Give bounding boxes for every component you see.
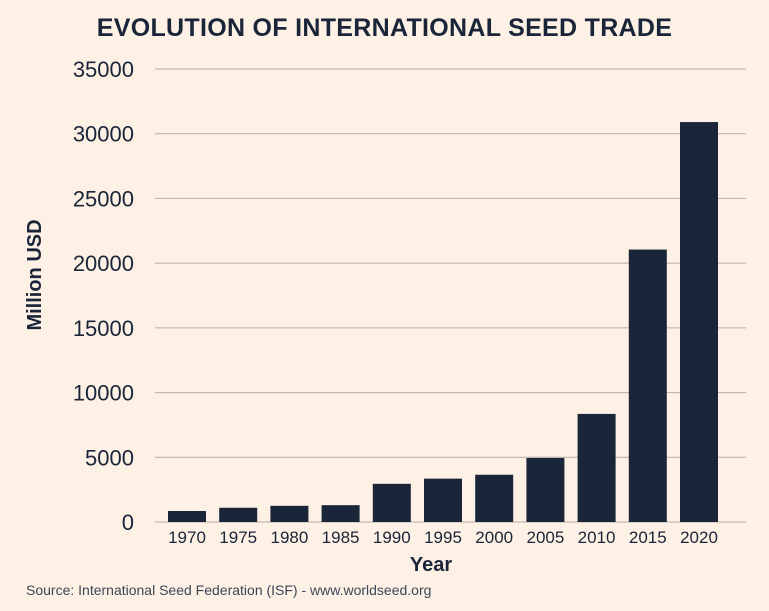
x-tick-label: 2015 — [629, 528, 667, 547]
y-tick-label: 5000 — [85, 445, 134, 470]
bar-1980 — [270, 505, 309, 522]
x-tick-label: 2000 — [475, 528, 513, 547]
x-tick-label: 1985 — [322, 528, 360, 547]
y-tick-label: 20000 — [73, 251, 134, 276]
bar-1990 — [372, 483, 411, 522]
y-tick-label: 10000 — [73, 381, 134, 406]
bar-2010 — [577, 413, 616, 522]
bar-1970 — [168, 510, 206, 522]
bars — [168, 122, 718, 523]
y-axis-title: Million USD — [24, 219, 46, 330]
y-tick-label: 0 — [122, 510, 134, 535]
bar-1985 — [321, 505, 360, 522]
chart-title: EVOLUTION OF INTERNATIONAL SEED TRADE — [96, 14, 673, 42]
x-axis-title: Year — [410, 554, 452, 576]
x-tick-labels: 1970 1975 1980 1985 1990 1995 2000 2005 2010 2015… — [168, 528, 718, 547]
x-tick-label: 2020 — [680, 528, 718, 547]
x-tick-label: 1980 — [270, 528, 308, 547]
x-tick-label: 1975 — [219, 528, 257, 547]
x-tick-label: 1990 — [373, 528, 411, 547]
bar-1975 — [219, 507, 258, 522]
x-tick-label: 1970 — [168, 528, 206, 547]
x-tick-label: 2010 — [578, 528, 616, 547]
y-tick-label: 35000 — [73, 57, 134, 82]
bar-1995 — [424, 478, 462, 522]
bar-2020 — [680, 122, 718, 523]
y-tick-labels: 0 5000 10000 15000 20000 25000 30000 35000 — [73, 57, 134, 535]
y-tick-label: 25000 — [73, 186, 134, 211]
x-tick-label: 1995 — [424, 528, 462, 547]
y-tick-label: 30000 — [73, 122, 134, 147]
bar-2005 — [526, 457, 565, 522]
x-tick-label: 2005 — [526, 528, 564, 547]
y-tick-label: 15000 — [73, 316, 134, 341]
source-note: Source: International Seed Federation (I… — [26, 582, 432, 598]
bar-2000 — [475, 474, 514, 522]
bar-2015 — [628, 249, 667, 522]
